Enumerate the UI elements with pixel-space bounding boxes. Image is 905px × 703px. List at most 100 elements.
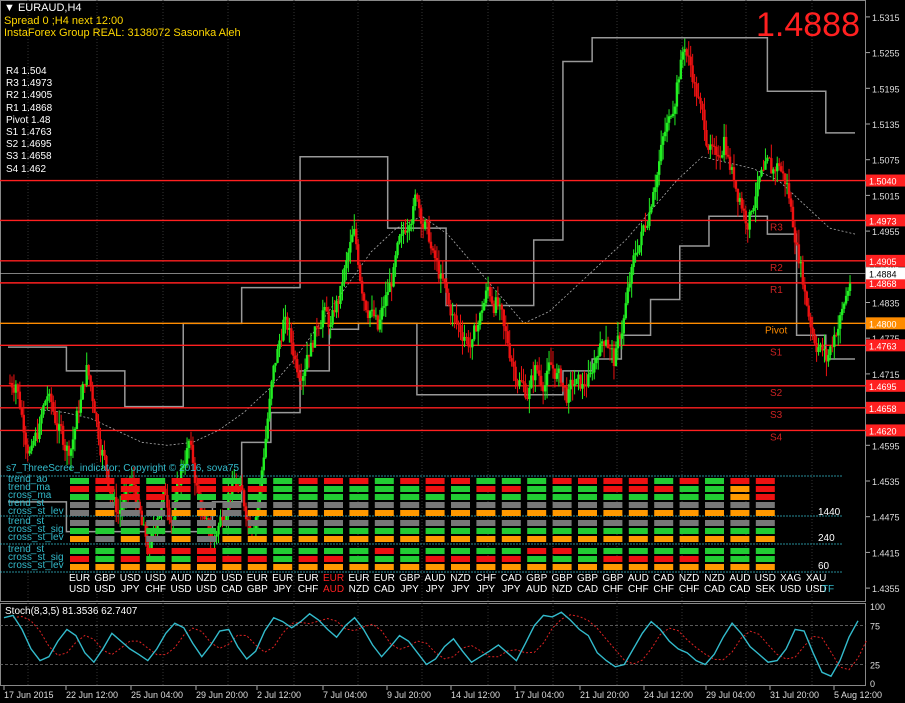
indicator-cell xyxy=(501,502,521,508)
candle-body xyxy=(185,447,189,464)
indicator-cell xyxy=(298,548,318,554)
candle-body xyxy=(447,292,450,305)
candle-body xyxy=(650,206,653,213)
indicator-cell xyxy=(628,536,648,542)
indicator-cell xyxy=(349,548,369,554)
y-tick-label: 1.4475 xyxy=(872,513,900,523)
candle-body xyxy=(685,49,688,56)
candle-body xyxy=(538,370,541,376)
y-tick-label: 1.5075 xyxy=(872,156,900,166)
indicator-cell xyxy=(70,494,89,500)
indicator-cell xyxy=(501,556,521,562)
indicator-cell xyxy=(120,536,140,542)
candle-body xyxy=(388,282,391,293)
indicator-cell xyxy=(273,494,293,500)
candle-body xyxy=(795,242,799,245)
candle-body xyxy=(799,261,803,264)
candle-body xyxy=(711,144,714,147)
candle-body xyxy=(770,158,773,174)
candle-body xyxy=(587,374,590,387)
indicator-cell xyxy=(578,494,597,500)
indicator-cell xyxy=(197,556,216,562)
indicator-cell xyxy=(527,536,547,542)
indicator-cell xyxy=(374,502,394,508)
candle-body xyxy=(569,379,572,390)
x-tick-label: 17 Jun 2015 xyxy=(4,690,54,700)
candle-body xyxy=(510,358,513,362)
pair-label-top: USD xyxy=(755,573,776,584)
candle-body xyxy=(321,310,324,328)
candle-body xyxy=(536,365,539,371)
candle-body xyxy=(642,225,645,232)
candle-body xyxy=(376,315,380,330)
indicator-cell xyxy=(578,536,597,542)
candle-body xyxy=(36,432,39,439)
candle-body xyxy=(307,354,311,357)
candle-body xyxy=(103,449,106,457)
indicator-cell xyxy=(527,528,547,534)
spread-label: Spread 0 ;H4 next 12:00 xyxy=(4,15,124,27)
pair-label-bottom: CHF xyxy=(628,584,649,595)
candle-body xyxy=(8,382,12,384)
indicator-cell xyxy=(171,548,191,554)
pair-label-bottom: USD xyxy=(196,584,217,595)
indicator-cell xyxy=(400,556,420,562)
candle-body xyxy=(299,378,303,381)
indicator-cell xyxy=(527,494,547,500)
indicator-cell xyxy=(197,528,216,534)
indicator-cell xyxy=(171,528,191,534)
indicator-cell xyxy=(298,520,318,526)
indicator-row-label: cross_st_lev xyxy=(8,560,64,571)
candle-body xyxy=(219,516,222,526)
indicator-cell xyxy=(578,486,597,492)
pair-label-bottom: JPY xyxy=(477,584,496,595)
candle-body xyxy=(189,440,193,445)
candle-body xyxy=(370,309,374,312)
candle-body xyxy=(394,255,397,268)
indicator-cell xyxy=(374,536,394,542)
dropdown-triangle-icon[interactable]: ▼ xyxy=(4,2,15,14)
candle-body xyxy=(703,109,706,130)
indicator-cell xyxy=(171,502,191,508)
indicator-cell xyxy=(95,478,115,484)
indicator-cell xyxy=(273,502,293,508)
candle-body xyxy=(384,295,387,307)
indicator-cell xyxy=(349,528,369,534)
y-tick-label: 1.5135 xyxy=(872,120,900,130)
indicator-cell xyxy=(273,556,293,562)
indicator-cell xyxy=(95,564,115,570)
candle-body xyxy=(840,308,844,316)
indicator-cell xyxy=(451,536,470,542)
candle-body xyxy=(284,316,287,320)
pair-label-bottom: AUD xyxy=(323,584,344,595)
candle-body xyxy=(83,384,86,386)
candle-body xyxy=(351,234,354,242)
indicator-cell xyxy=(552,486,572,492)
candle-body xyxy=(435,258,439,262)
candle-body xyxy=(837,328,840,336)
candle-body xyxy=(848,283,852,291)
candle-body xyxy=(838,315,842,329)
pair-label-top: EUR xyxy=(298,573,319,584)
level-price-label: 1.4973 xyxy=(869,216,897,226)
indicator-cell xyxy=(476,548,496,554)
candle-body xyxy=(382,306,385,308)
indicator-cell xyxy=(222,564,242,570)
candle-body xyxy=(323,307,326,311)
indicator-cell xyxy=(247,478,267,484)
indicator-cell xyxy=(324,486,343,492)
last-price-box xyxy=(866,267,905,280)
indicator-cell xyxy=(730,548,750,554)
indicator-cell xyxy=(755,548,775,554)
candle-body xyxy=(622,318,625,334)
candle-body xyxy=(496,297,500,306)
indicator-cell xyxy=(476,520,496,526)
indicator-cell xyxy=(400,548,420,554)
candle-body xyxy=(364,300,368,311)
indicator-cell xyxy=(298,502,318,508)
indicator-cell xyxy=(476,536,496,542)
indicator-cell xyxy=(603,478,623,484)
candle-body xyxy=(10,382,14,388)
candle-body xyxy=(579,374,582,389)
